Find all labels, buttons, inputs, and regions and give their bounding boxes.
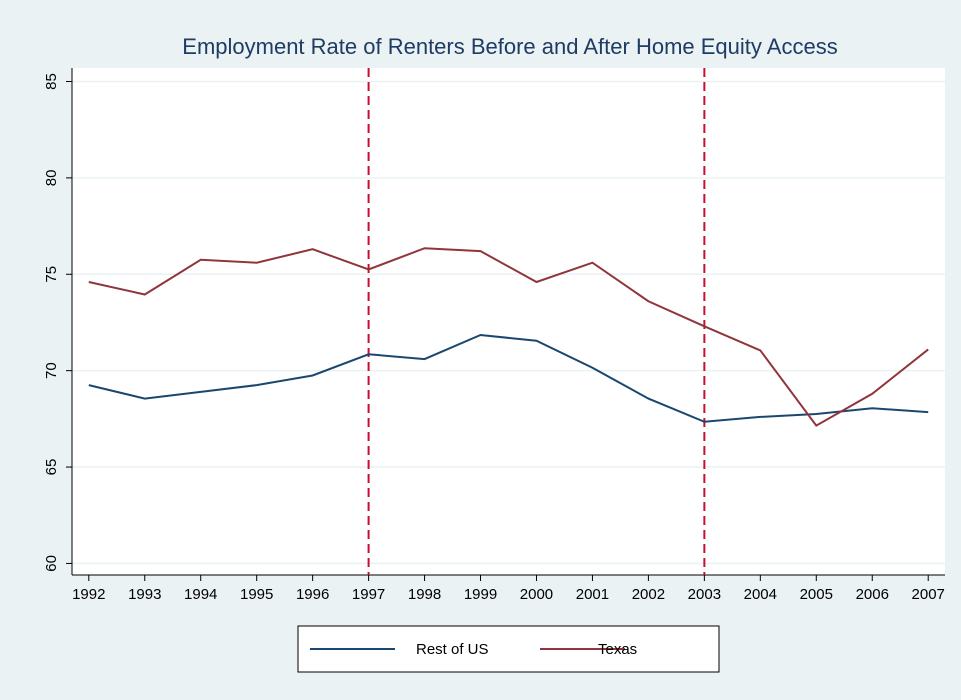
x-tick-label: 2000 (520, 586, 553, 603)
y-tick-label: 70 (43, 362, 60, 379)
x-tick-label: 2004 (744, 586, 777, 603)
x-tick-label: 2005 (800, 586, 833, 603)
y-tick-label: 65 (43, 459, 60, 476)
y-tick-label: 60 (43, 555, 60, 572)
x-tick-label: 1996 (296, 586, 329, 603)
x-tick-label: 1997 (352, 586, 385, 603)
x-tick-label: 2002 (632, 586, 665, 603)
legend-label: Rest of US (416, 641, 489, 658)
y-tick-label: 80 (43, 170, 60, 187)
x-tick-label: 1999 (464, 586, 497, 603)
x-tick-label: 2001 (576, 586, 609, 603)
x-tick-label: 2006 (856, 586, 889, 603)
x-tick-label: 1992 (72, 586, 105, 603)
x-tick-label: 2003 (688, 586, 721, 603)
x-tick-label: 1995 (240, 586, 273, 603)
series-line (88, 247, 929, 427)
x-tick-label: 1998 (408, 586, 441, 603)
plot-area (72, 68, 945, 575)
y-tick-label: 75 (43, 266, 60, 283)
x-tick-label: 1993 (128, 586, 161, 603)
x-tick-label: 2007 (912, 586, 945, 603)
series-line (88, 333, 929, 423)
x-tick-label: 1994 (184, 586, 217, 603)
legend-label: Texas (598, 641, 637, 658)
chart-title: Employment Rate of Renters Before and Af… (182, 34, 837, 59)
y-tick-label: 85 (43, 73, 60, 90)
